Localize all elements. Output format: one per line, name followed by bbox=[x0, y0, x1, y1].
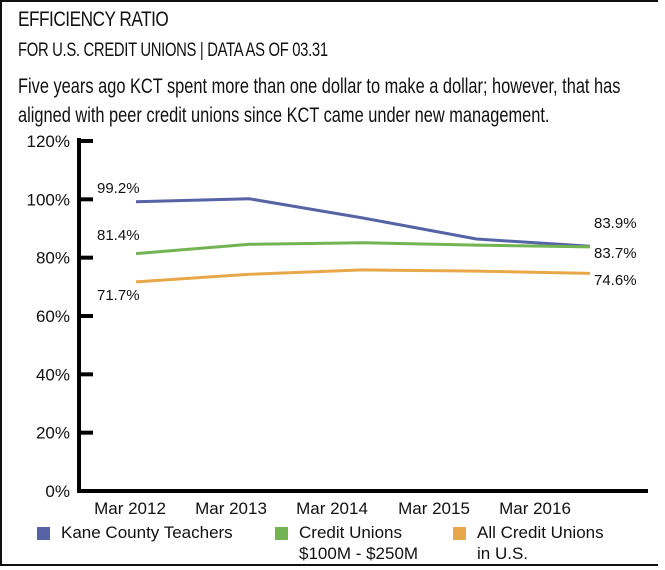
chart-description: Five years ago KCT spent more than one d… bbox=[18, 72, 620, 130]
x-tick-label: Mar 2015 bbox=[398, 499, 470, 518]
chart-title: EFFICIENCY RATIO bbox=[18, 8, 169, 31]
x-tick-label: Mar 2013 bbox=[195, 499, 267, 518]
description-line-2: aligned with peer credit unions since KC… bbox=[18, 104, 550, 127]
x-tick-label: Mar 2012 bbox=[94, 499, 166, 518]
data-label-end: 83.9% bbox=[594, 215, 637, 232]
y-tick-label: 20% bbox=[36, 424, 70, 443]
y-tick-label: 100% bbox=[27, 190, 70, 209]
legend-swatch-credit-unions-100m-250m bbox=[275, 527, 288, 540]
legend-label-all-credit-unions-line2: in U.S. bbox=[477, 544, 529, 563]
y-tick-label: 40% bbox=[36, 365, 70, 384]
legend-label-all-credit-unions-line1: All Credit Unions bbox=[477, 523, 604, 542]
data-label-start: 99.2% bbox=[97, 180, 140, 197]
description-line-1: Five years ago KCT spent more than one d… bbox=[18, 75, 621, 98]
chart-subtitle: FOR U.S. CREDIT UNIONS | DATA AS OF 03.3… bbox=[18, 40, 328, 61]
series-line-0 bbox=[135, 197, 591, 248]
y-tick-label: 120% bbox=[27, 132, 70, 151]
y-tick-label: 0% bbox=[45, 482, 70, 501]
data-label-end: 83.7% bbox=[594, 245, 637, 262]
legend-label-credit-unions-line1: Credit Unions bbox=[299, 523, 402, 542]
legend-label-kane-county: Kane County Teachers bbox=[61, 523, 233, 542]
x-tick-label: Mar 2016 bbox=[499, 499, 571, 518]
series-line-2 bbox=[135, 268, 591, 284]
data-label-start: 71.7% bbox=[97, 287, 140, 304]
legend-swatch-all-credit-unions bbox=[453, 527, 466, 540]
legend-swatch-kane-county bbox=[37, 527, 50, 540]
x-tick-label: Mar 2014 bbox=[296, 499, 368, 518]
y-tick-label: 60% bbox=[36, 307, 70, 326]
data-label-start: 81.4% bbox=[97, 227, 140, 244]
data-label-end: 74.6% bbox=[594, 272, 637, 289]
y-tick-label: 80% bbox=[36, 249, 70, 268]
legend-label-credit-unions-line2: $100M - $250M bbox=[299, 544, 419, 563]
series-line-1 bbox=[135, 241, 591, 256]
